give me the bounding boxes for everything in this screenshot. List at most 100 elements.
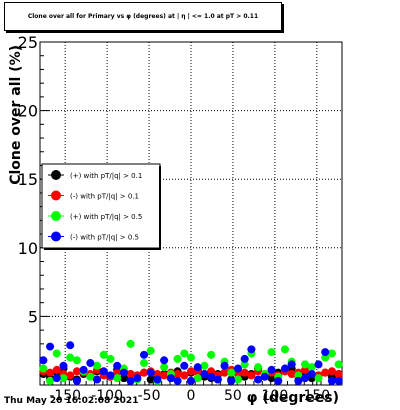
x-tick-label: 50 bbox=[224, 388, 242, 404]
data-point-series-2 bbox=[46, 376, 55, 385]
data-point-series-2 bbox=[207, 350, 216, 359]
data-point-series-3 bbox=[79, 365, 88, 374]
data-point-series-0 bbox=[119, 374, 128, 383]
data-point-series-3 bbox=[267, 365, 276, 374]
data-point-series-3 bbox=[227, 376, 236, 385]
data-point-series-3 bbox=[59, 361, 68, 370]
data-point-series-1 bbox=[52, 365, 61, 374]
data-point-series-3 bbox=[220, 361, 229, 370]
data-point-series-3 bbox=[247, 345, 256, 354]
data-point-series-3 bbox=[274, 376, 283, 385]
legend-box bbox=[41, 163, 161, 249]
chart-title: Clone over all for Primary vs φ (degrees… bbox=[4, 2, 282, 31]
data-point-series-2 bbox=[280, 345, 289, 354]
x-tick-label: -150 bbox=[49, 388, 81, 404]
data-point-series-2 bbox=[200, 361, 209, 370]
data-point-series-3 bbox=[52, 374, 61, 383]
data-point-series-3 bbox=[240, 354, 249, 363]
x-tick-label: 0 bbox=[187, 388, 196, 404]
data-point-series-2 bbox=[254, 363, 263, 372]
data-point-series-3 bbox=[301, 374, 310, 383]
data-point-series-1 bbox=[287, 370, 296, 379]
data-point-series-3 bbox=[327, 376, 336, 385]
data-point-series-2 bbox=[66, 353, 75, 362]
data-point-series-3 bbox=[233, 364, 242, 373]
y-tick-label: 20 bbox=[18, 102, 38, 121]
data-point-series-2 bbox=[193, 374, 202, 383]
data-point-series-1 bbox=[301, 365, 310, 374]
data-point-series-3 bbox=[180, 361, 189, 370]
x-axis-label: φ (degrees) bbox=[247, 390, 339, 406]
data-point-series-2 bbox=[301, 360, 310, 369]
data-point-series-3 bbox=[260, 372, 269, 381]
data-point-series-1 bbox=[321, 368, 330, 377]
data-point-series-3 bbox=[213, 375, 222, 384]
legend-marker bbox=[51, 170, 61, 180]
data-point-series-3 bbox=[140, 350, 149, 359]
data-point-series-2 bbox=[314, 374, 323, 383]
data-point-series-2 bbox=[146, 346, 155, 355]
data-point-series-2 bbox=[99, 350, 108, 359]
data-point-series-3 bbox=[321, 348, 330, 357]
y-tick-label: 5 bbox=[28, 307, 38, 326]
data-point-series-2 bbox=[52, 349, 61, 358]
data-point-series-3 bbox=[160, 356, 169, 365]
data-point-series-3 bbox=[106, 371, 115, 380]
data-point-series-1 bbox=[126, 370, 135, 379]
x-tick-label: 150 bbox=[303, 388, 330, 404]
data-point-series-1 bbox=[72, 367, 81, 376]
data-point-series-3 bbox=[133, 374, 142, 383]
data-point-series-3 bbox=[119, 368, 128, 377]
timestamp: Thu May 20 16:02:08 2021 bbox=[4, 396, 139, 406]
data-point-series-2 bbox=[240, 360, 249, 369]
data-point-series-2 bbox=[106, 354, 115, 363]
data-point-series-2 bbox=[173, 354, 182, 363]
data-point-series-2 bbox=[59, 374, 68, 383]
data-point-series-2 bbox=[160, 363, 169, 372]
grid-lines bbox=[40, 42, 342, 385]
data-point-series-1 bbox=[160, 371, 169, 380]
data-point-series-1 bbox=[173, 370, 182, 379]
data-point-series-3 bbox=[193, 363, 202, 372]
data-point-series-3 bbox=[294, 376, 303, 385]
data-point-series-3 bbox=[72, 376, 81, 385]
data-point-series-2 bbox=[233, 375, 242, 384]
data-point-series-3 bbox=[334, 376, 343, 385]
data-point-series-1 bbox=[334, 370, 343, 379]
data-point-series-2 bbox=[227, 368, 236, 377]
legend-label: (+) with pT/|q| > 0.1 bbox=[70, 172, 142, 180]
data-point-series-2 bbox=[39, 364, 48, 373]
y-tick-label: 15 bbox=[18, 170, 38, 189]
data-point-series-3 bbox=[126, 376, 135, 385]
data-point-series-3 bbox=[287, 360, 296, 369]
data-point-series-1 bbox=[140, 368, 149, 377]
data-point-series-3 bbox=[46, 342, 55, 351]
data-point-series-3 bbox=[39, 356, 48, 365]
data-point-series-1 bbox=[207, 367, 216, 376]
data-point-series-2 bbox=[294, 371, 303, 380]
legend: (+) with pT/|q| > 0.1 (-) with pT/|q| > 0… bbox=[41, 163, 161, 250]
data-point-series-1 bbox=[46, 368, 55, 377]
data-point-series-0 bbox=[146, 375, 155, 384]
data-point-series-3 bbox=[207, 372, 216, 381]
data-point-series-3 bbox=[187, 376, 195, 385]
x-tick-label: -50 bbox=[138, 388, 161, 404]
data-point-series-2 bbox=[126, 339, 135, 348]
data-point-series-3 bbox=[307, 370, 316, 379]
data-point-series-2 bbox=[321, 353, 330, 362]
data-point-series-1 bbox=[180, 371, 189, 380]
data-point-series-2 bbox=[267, 348, 276, 357]
x-tick-label: 100 bbox=[262, 388, 289, 404]
axis-ticks: -150 -100 -50 0 50 100 150 5 10 15 20 25 bbox=[18, 33, 339, 404]
data-point-series-1 bbox=[327, 367, 336, 376]
legend-label: (+) with pT/|q| > 0.5 bbox=[70, 213, 142, 221]
data-point-series-0 bbox=[267, 374, 276, 383]
data-point-series-2 bbox=[307, 363, 316, 372]
data-point-series-2 bbox=[140, 359, 149, 368]
data-point-series-1 bbox=[247, 371, 256, 380]
data-point-series-2 bbox=[72, 356, 81, 365]
data-points bbox=[39, 339, 343, 385]
data-point-series-3 bbox=[66, 341, 75, 350]
y-tick-label: 25 bbox=[18, 33, 38, 52]
